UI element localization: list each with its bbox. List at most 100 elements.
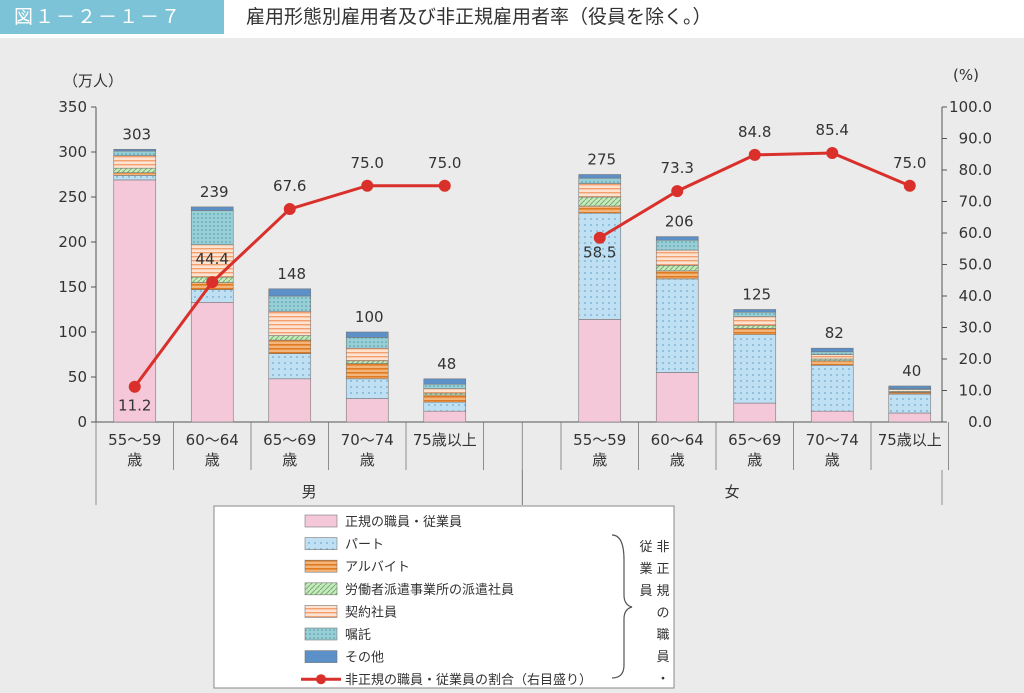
- x-tick-label-suffix: 歳: [205, 451, 220, 469]
- bar-segment: [578, 177, 622, 184]
- bar-segment: [810, 410, 854, 423]
- y2-tick-label: 90.0: [959, 130, 992, 148]
- bar-segment: [810, 354, 854, 360]
- y2-tick-label: 50.0: [959, 256, 992, 274]
- bar-segment: [113, 167, 157, 173]
- x-tick-label-suffix: 歳: [592, 451, 607, 469]
- legend-swatch: [304, 537, 338, 550]
- bar-segment: [733, 402, 777, 423]
- bar-segment: [655, 249, 699, 266]
- bar-segment: [345, 363, 389, 380]
- bar-segment: [113, 149, 157, 152]
- bar-segment: [268, 339, 312, 354]
- y2-tick-label: 20.0: [959, 350, 992, 368]
- bar-segment: [113, 172, 157, 176]
- legend-swatch: [304, 650, 338, 663]
- x-tick-label-suffix: 歳: [127, 451, 142, 469]
- bar-segment: [113, 175, 157, 181]
- ratio-point: [671, 185, 684, 198]
- bar-segment: [190, 301, 234, 423]
- x-tick-label: 70～74: [806, 431, 859, 449]
- bar-total-label: 206: [665, 213, 694, 231]
- bar-segment: [345, 347, 389, 362]
- bar-segment: [655, 239, 699, 251]
- bar-segment: [268, 288, 312, 297]
- y2-tick-label: 0.0: [968, 413, 992, 431]
- ratio-point: [283, 203, 296, 216]
- bar-segment: [578, 183, 622, 198]
- ratio-point: [903, 179, 916, 192]
- bar-segment: [345, 331, 389, 338]
- y-tick-label: 250: [58, 188, 87, 206]
- bar-segment: [423, 383, 467, 390]
- bracket-char: 正: [656, 562, 669, 577]
- y2-tick-label: 80.0: [959, 161, 992, 179]
- x-tick-label: 75歳以上: [413, 431, 477, 449]
- bracket-char: 従: [639, 540, 652, 555]
- bar-segment: [345, 337, 389, 349]
- bar-segment: [655, 270, 699, 280]
- bracket-char: の: [656, 606, 669, 621]
- bar-segment: [578, 196, 622, 207]
- y2-tick-label: 10.0: [959, 382, 992, 400]
- legend-label: 契約社員: [345, 604, 397, 620]
- x-tick-label: 65～69: [728, 431, 781, 449]
- x-tick-label-suffix: 歳: [670, 451, 685, 469]
- bar-segment: [888, 393, 932, 414]
- chart-title: 雇用形態別雇用者及び非正規雇用者率（役員を除く。）: [246, 6, 712, 28]
- bracket-char: 非: [656, 540, 669, 555]
- y-tick-label: 350: [58, 98, 87, 116]
- legend-label: その他: [345, 651, 384, 666]
- y-axis-unit: （万人）: [63, 72, 123, 90]
- bracket-char: 職: [656, 628, 669, 643]
- bar-segment: [733, 316, 777, 327]
- bar-segment: [578, 205, 622, 214]
- legend-label: アルバイト: [345, 560, 410, 575]
- bar-segment: [810, 351, 854, 355]
- legend-swatch: [304, 514, 338, 528]
- bar-segment: [655, 372, 699, 423]
- bracket-char: ・: [656, 672, 669, 687]
- bar-segment: [655, 236, 699, 241]
- bar-total-label: 82: [825, 324, 844, 342]
- x-tick-label-suffix: 歳: [360, 451, 375, 469]
- legend-swatch: [304, 605, 338, 618]
- x-tick-label: 75歳以上: [878, 431, 942, 449]
- bar-segment: [733, 309, 777, 313]
- legend-swatch: [304, 627, 338, 641]
- ratio-point: [826, 146, 839, 159]
- x-tick-label: 70～74: [341, 431, 394, 449]
- ratio-point: [593, 231, 606, 244]
- bar-total-label: 239: [200, 183, 229, 201]
- legend-swatch: [304, 582, 338, 596]
- bar-total-label: 148: [277, 265, 306, 283]
- y2-axis-unit: (%): [953, 66, 979, 84]
- legend-bracket: [611, 534, 633, 679]
- ratio-line: [598, 151, 911, 240]
- y2-tick-label: 40.0: [959, 287, 992, 305]
- ratio-label: 85.4: [816, 121, 849, 139]
- x-tick-label: 60～64: [651, 431, 704, 449]
- bar-segment: [345, 360, 389, 364]
- y2-tick-label: 70.0: [959, 193, 992, 211]
- x-tick-label: 55～59: [573, 431, 626, 449]
- ratio-point: [128, 380, 141, 393]
- bar-segment: [113, 155, 157, 169]
- bar-segment: [733, 325, 777, 329]
- ratio-point: [361, 179, 374, 192]
- legend-label: 正規の職員・従業員: [345, 514, 462, 530]
- bracket-char: 員: [656, 650, 669, 665]
- ratio-label: 73.3: [661, 159, 694, 177]
- bar-segment: [190, 210, 234, 246]
- y-tick-label: 200: [58, 233, 87, 251]
- ratio-point: [438, 179, 451, 192]
- bracket-char: 員: [639, 584, 652, 599]
- bar-segment: [190, 206, 234, 211]
- ratio-label: 75.0: [893, 154, 926, 172]
- legend-label: 非正規の職員・従業員の割合（右目盛り）: [345, 672, 592, 688]
- bar-segment: [655, 265, 699, 272]
- bar-total-label: 100: [355, 308, 384, 326]
- bar-segment: [655, 278, 699, 373]
- x-tick-label: 60～64: [186, 431, 239, 449]
- bar-segment: [423, 410, 467, 423]
